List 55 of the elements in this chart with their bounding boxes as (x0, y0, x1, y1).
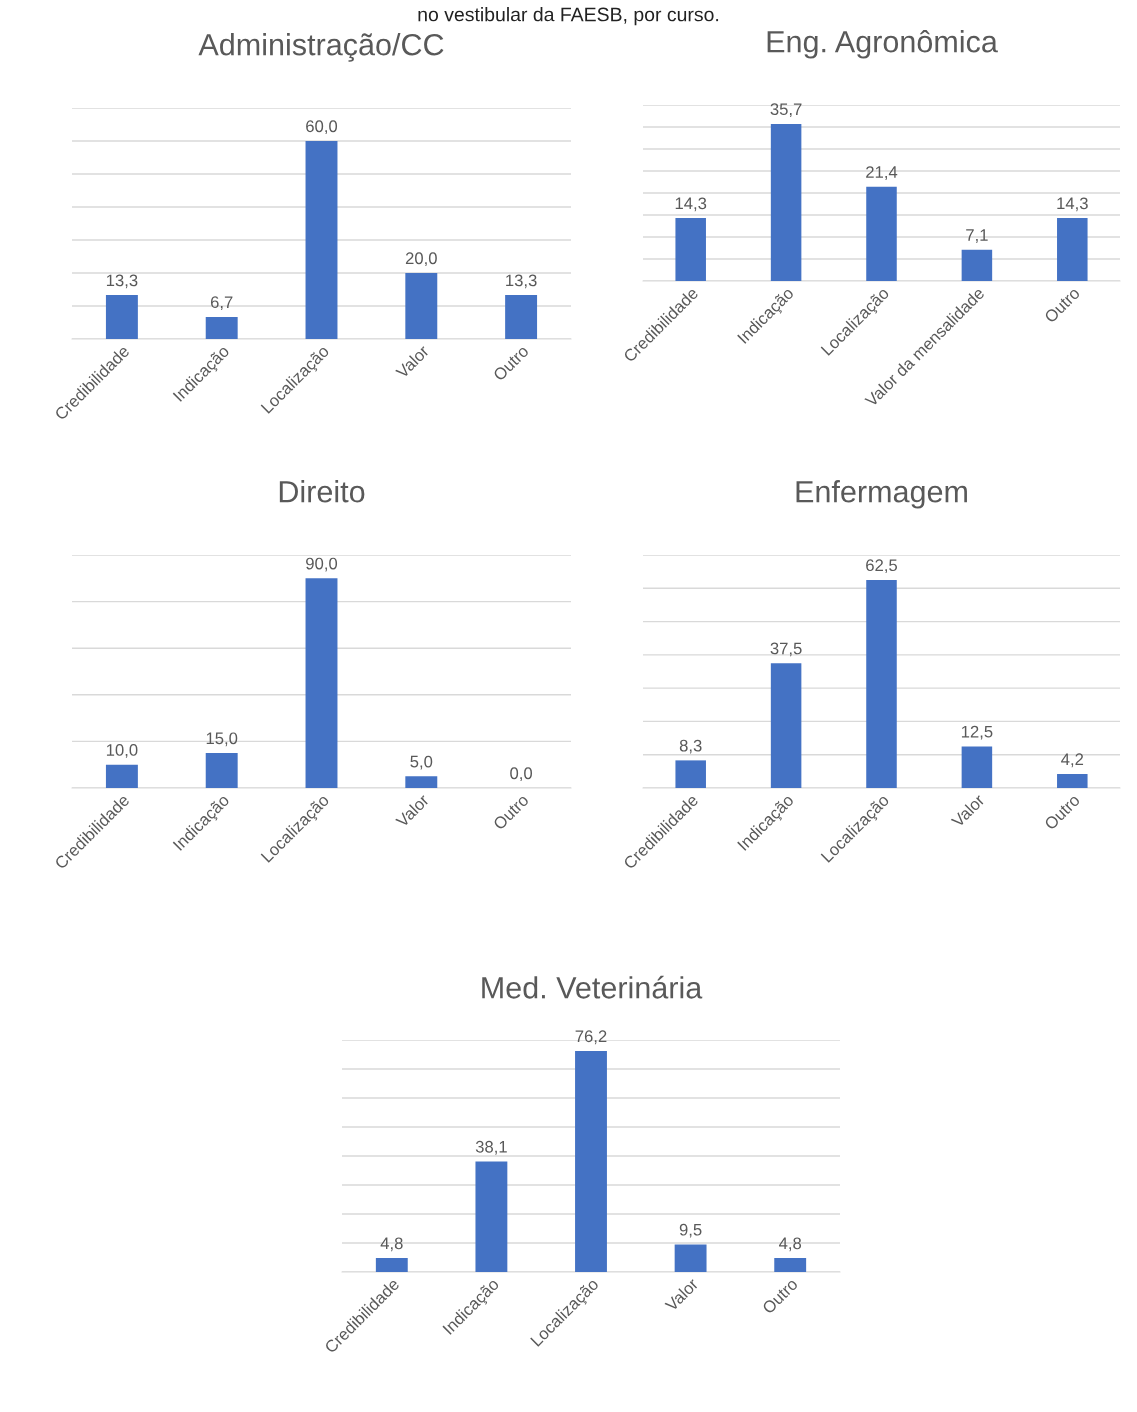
data-label: 4,2 (1061, 753, 1084, 768)
data-label: 4,8 (779, 1237, 802, 1252)
text: no vestibular da FAESB, por curso. (418, 7, 719, 26)
data-label: 4,8 (380, 1237, 403, 1252)
bar (205, 753, 238, 788)
data-label: 12,5 (961, 725, 993, 740)
bar (305, 141, 338, 339)
data-label: 14,3 (1057, 197, 1088, 212)
data-label: 10,0 (106, 744, 138, 758)
data-label: 0,0 (510, 767, 533, 782)
bar (205, 316, 238, 339)
bar (961, 746, 993, 788)
bar (774, 1258, 807, 1272)
chart-title: Enfermagem (796, 480, 967, 509)
data-label: 14,3 (675, 197, 707, 212)
bar (375, 1258, 408, 1272)
data-label: 8,3 (679, 739, 702, 754)
data-label: 35,7 (770, 103, 802, 118)
bar (770, 663, 802, 788)
bar (105, 764, 138, 788)
bar (674, 1244, 707, 1272)
bar (1057, 774, 1088, 788)
data-label: 5,0 (410, 755, 433, 770)
data-label: 38,1 (475, 1140, 507, 1155)
bar (1057, 218, 1088, 281)
data-label: 6,7 (210, 296, 233, 311)
bar (575, 1051, 607, 1272)
data-label: 7,1 (966, 229, 988, 243)
chart-title: Administração/CC (198, 33, 444, 62)
chart-title: Med. Veterinária (482, 975, 703, 999)
bar (770, 123, 802, 281)
data-label: 76,2 (575, 1030, 607, 1045)
bar (105, 295, 138, 339)
bar (405, 273, 438, 339)
bar (405, 776, 438, 788)
data-label: 15,0 (206, 732, 238, 747)
bar (675, 218, 706, 281)
bar (866, 186, 897, 281)
data-label: 90,0 (306, 557, 338, 572)
data-label: 37,5 (770, 642, 802, 657)
bar (675, 760, 706, 788)
bar (305, 578, 338, 788)
data-label: 13,3 (506, 274, 537, 289)
data-label: 62,5 (866, 559, 898, 574)
bar (505, 295, 538, 339)
data-label: 60,0 (306, 120, 338, 135)
data-label: 9,5 (679, 1223, 702, 1238)
bar (475, 1161, 508, 1272)
chart-title: Eng. Agronômica (767, 29, 998, 59)
data-label: 21,4 (866, 166, 898, 180)
data-label: 20,0 (405, 252, 437, 267)
bar (866, 579, 897, 788)
data-label: 13,3 (106, 274, 138, 289)
bar (961, 249, 993, 281)
chart-title: Direito (279, 480, 365, 503)
